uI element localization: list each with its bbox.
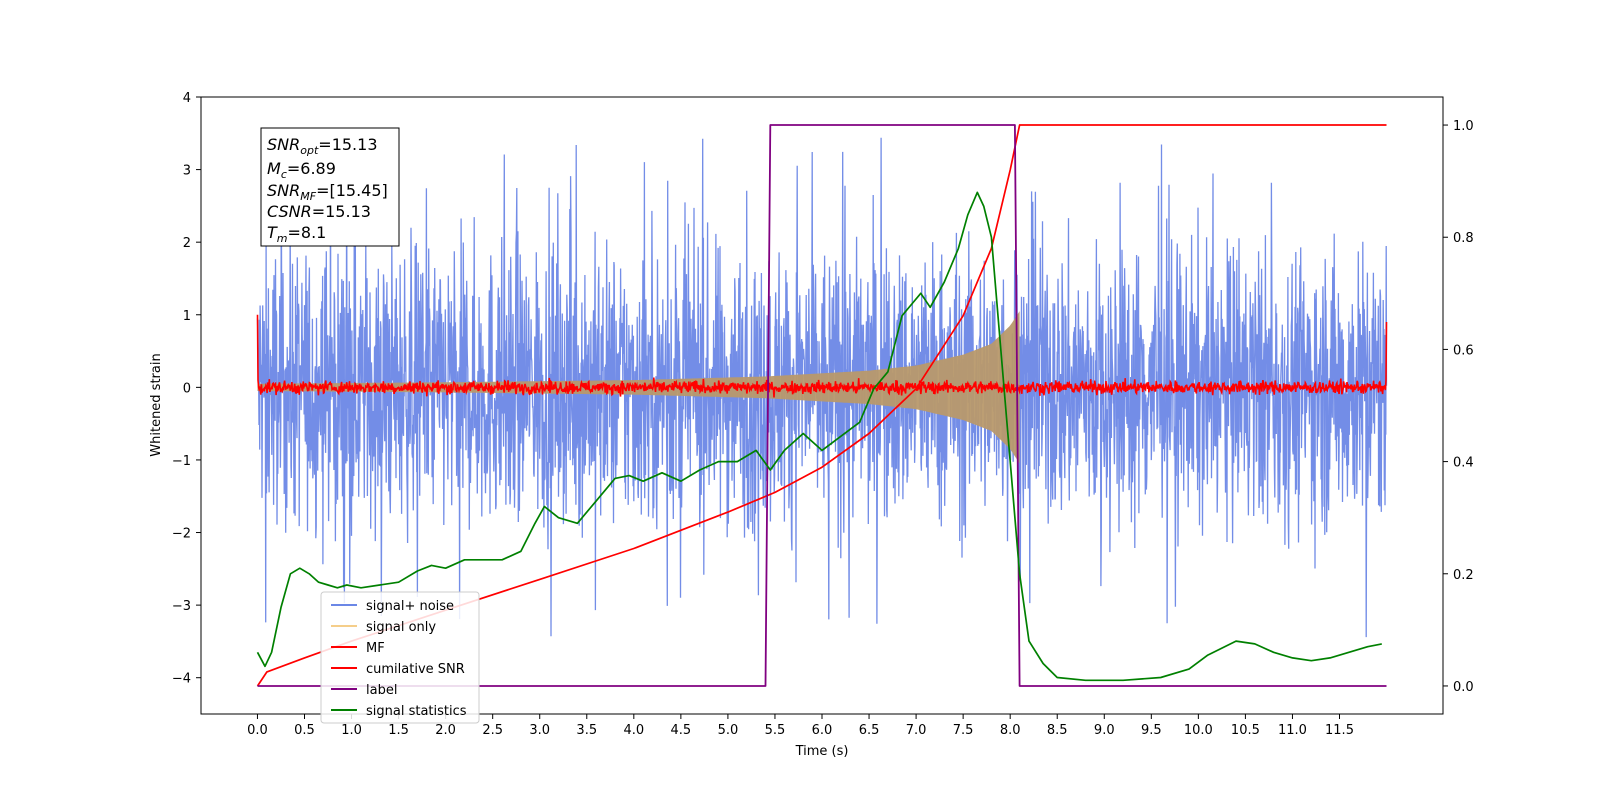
stat-mc-value: =6.89 <box>287 159 336 178</box>
x-tick-label: 5.0 <box>718 723 739 738</box>
x-tick-label: 6.5 <box>859 723 880 738</box>
stat-snr-opt: SNRopt=15.13 <box>267 135 378 157</box>
y-right-tick-label: 1.0 <box>1453 119 1474 134</box>
y-tick-label: 4 <box>183 91 191 106</box>
x-tick-label: 8.0 <box>1000 723 1021 738</box>
stat-snr-mf-symbol: SNR <box>267 181 300 200</box>
y-right-tick-label: 0.6 <box>1453 343 1474 358</box>
x-tick-label: 10.0 <box>1184 723 1213 738</box>
x-tick-label: 10.5 <box>1231 723 1260 738</box>
x-axis-label: Time (s) <box>795 744 849 759</box>
x-tick-label: 3.0 <box>529 723 550 738</box>
x-tick-label: 4.5 <box>671 723 692 738</box>
x-tick-label: 7.5 <box>953 723 974 738</box>
y-right-tick-label: 0.2 <box>1453 568 1474 583</box>
stat-snr-mf-subscript: MF <box>300 190 316 203</box>
x-tick-label: 3.5 <box>576 723 597 738</box>
y-tick-label: −1 <box>172 454 191 469</box>
legend-frame <box>320 591 480 724</box>
x-tick-label: 2.5 <box>482 723 503 738</box>
legend: signal+ noise signal only MF cumilative SNR… <box>320 591 480 724</box>
stat-mc-subscript: c <box>281 168 287 181</box>
stat-mc: Mc=6.89 <box>267 159 336 181</box>
stat-mc-symbol: M <box>267 159 281 178</box>
stat-tm: Tm=8.1 <box>267 223 326 245</box>
x-tick-label: 1.0 <box>341 723 362 738</box>
y-right-tick-label: 0.0 <box>1453 680 1474 695</box>
axes-layer: 0.0 0.5 1.0 1.5 2.0 2.5 3.0 3.5 4.0 4.5 5.0 5.5 6.0 6… <box>172 91 1474 738</box>
y-tick-label: 3 <box>183 164 191 179</box>
stat-csnr-symbol: CSNR <box>267 202 312 221</box>
stat-csnr-value: =15.13 <box>312 202 371 221</box>
x-tick-label: 9.0 <box>1094 723 1115 738</box>
x-tick-label: 6.0 <box>812 723 833 738</box>
stat-snr-opt-value: =15.13 <box>318 135 377 154</box>
series-signal-statistics-line <box>256 191 1382 682</box>
x-tick-label: 4.0 <box>623 723 644 738</box>
x-tick-label: 1.5 <box>388 723 409 738</box>
y-tick-label: −2 <box>172 527 191 542</box>
x-tick-label: 7.0 <box>906 723 927 738</box>
stats-box-frame <box>260 127 400 247</box>
x-tick-label: 5.5 <box>765 723 786 738</box>
stats-box: SNRopt=15.13 Mc=6.89 SNRMF=[15.45] CSNR=… <box>260 127 400 247</box>
legend-label: MF <box>366 641 385 656</box>
y-tick-label: −4 <box>172 672 191 687</box>
y-tick-label: 1 <box>183 309 191 324</box>
series-mf-line <box>256 314 1388 398</box>
x-tick-label: 11.0 <box>1278 723 1307 738</box>
legend-label: cumilative SNR <box>366 662 465 677</box>
stat-csnr: CSNR=15.13 <box>267 202 371 221</box>
stat-tm-value: =8.1 <box>288 223 327 242</box>
y-tick-label: −3 <box>172 599 191 614</box>
stat-tm-subscript: m <box>277 232 288 245</box>
stat-snr-opt-symbol: SNR <box>267 135 300 154</box>
x-tick-label: 9.5 <box>1141 723 1162 738</box>
legend-label: signal+ noise <box>366 599 454 614</box>
x-tick-label: 11.5 <box>1325 723 1354 738</box>
x-tick-label: 8.5 <box>1047 723 1068 738</box>
series-label-line <box>257 124 1387 687</box>
y-right-tick-label: 0.4 <box>1453 456 1474 471</box>
y-axis-label: Whitened strain <box>149 353 164 456</box>
legend-label: signal only <box>366 620 436 635</box>
x-tick-label: 0.0 <box>247 723 268 738</box>
stat-snr-mf-value: =[15.45] <box>316 181 388 200</box>
y-right-tick-label: 0.8 <box>1453 231 1474 246</box>
y-tick-label: 2 <box>183 236 191 251</box>
stat-snr-opt-subscript: opt <box>300 144 319 157</box>
series-signal-noise-line <box>256 135 1388 638</box>
stat-snr-mf: SNRMF=[15.45] <box>267 181 388 203</box>
x-tick-label: 2.0 <box>435 723 456 738</box>
legend-label: signal statistics <box>366 704 467 719</box>
stat-tm-symbol: T <box>267 223 278 242</box>
y-tick-label: 0 <box>183 381 191 396</box>
legend-label: label <box>366 683 397 698</box>
x-tick-label: 0.5 <box>294 723 315 738</box>
